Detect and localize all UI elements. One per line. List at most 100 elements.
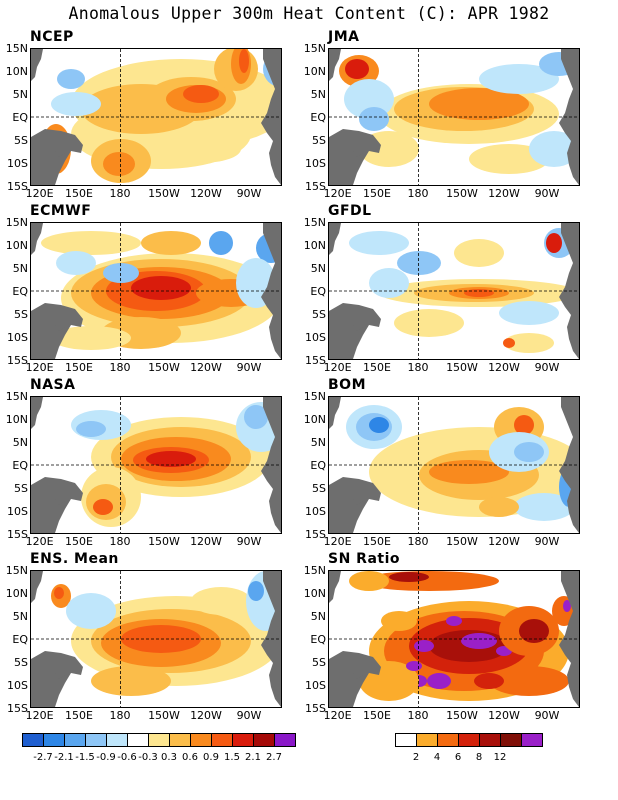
sn-region — [489, 666, 569, 696]
colorbar-label: 0.3 — [161, 752, 177, 763]
sn-region — [563, 600, 571, 612]
latitude-tick-label: 10S — [305, 679, 326, 692]
longitude-tick-label: 120E — [323, 187, 352, 200]
land-island — [53, 145, 65, 157]
latitude-tick-label: 10S — [305, 331, 326, 344]
heat-content-map — [328, 570, 580, 708]
longitude-tick-label: 150W — [446, 361, 478, 374]
longitude-axis: 120E 150E 180 150W 120W 90W — [324, 187, 580, 201]
latitude-tick-label: 5N — [12, 88, 28, 101]
colorbar-swatch — [44, 734, 65, 746]
longitude-tick-label: 120W — [190, 361, 222, 374]
longitude-tick-label: 180 — [407, 361, 429, 374]
heat-content-map — [328, 222, 580, 360]
longitude-tick-label: 180 — [407, 709, 429, 722]
latitude-tick-label: EQ — [310, 633, 326, 646]
sn-region — [446, 616, 462, 626]
latitude-tick-label: 5N — [12, 262, 28, 275]
longitude-tick-label: 120E — [25, 535, 54, 548]
land-asia — [31, 397, 43, 429]
anomaly-region — [394, 309, 464, 337]
latitude-tick-label: 15N — [5, 564, 28, 577]
anomaly-region — [131, 276, 191, 300]
anomaly-region — [51, 92, 101, 116]
latitude-tick-label: 5N — [12, 610, 28, 623]
latitude-tick-label: 10N — [5, 239, 28, 252]
colorbar-swatch — [65, 734, 86, 746]
latitude-tick-label: 5S — [312, 482, 326, 495]
land-asia — [31, 223, 43, 255]
latitude-tick-label: 10S — [7, 679, 28, 692]
anomaly-region — [57, 69, 85, 89]
land-island — [351, 493, 363, 505]
latitude-tick-label: 15N — [5, 216, 28, 229]
sn-region — [461, 633, 497, 649]
latitude-tick-label: 10N — [303, 413, 326, 426]
longitude-tick-label: 150E — [65, 361, 93, 374]
longitude-tick-label: 120W — [190, 187, 222, 200]
latitude-tick-label: 10S — [7, 505, 28, 518]
longitude-tick-label: 120W — [488, 709, 520, 722]
land-asia — [31, 49, 43, 81]
land-asia — [31, 571, 43, 603]
colorbar-swatch — [107, 734, 128, 746]
colorbar-swatch — [86, 734, 107, 746]
latitude-tick-label: 5N — [310, 88, 326, 101]
anomaly-region — [248, 581, 264, 601]
colorbar-swatch — [396, 734, 417, 746]
anomaly-region — [514, 415, 534, 435]
colorbar-label: -2.1 — [54, 752, 74, 763]
colorbar-swatch — [254, 734, 275, 746]
heat-content-map — [30, 48, 282, 186]
sn-region — [427, 673, 451, 689]
anomaly-region — [54, 587, 64, 599]
longitude-tick-label: 90W — [236, 535, 262, 548]
longitude-tick-label: 180 — [109, 187, 131, 200]
colorbar-label: 2.1 — [245, 752, 261, 763]
colorbar-label: 1.5 — [224, 752, 240, 763]
colorbar-label: -0.3 — [138, 752, 158, 763]
latitude-tick-label: 5N — [310, 436, 326, 449]
latitude-tick-label: 5S — [14, 656, 28, 669]
latitude-tick-label: 5N — [310, 610, 326, 623]
longitude-tick-label: 150W — [148, 361, 180, 374]
anomaly-region — [369, 417, 389, 433]
anomaly-region — [191, 587, 251, 615]
longitude-tick-label: 90W — [534, 361, 560, 374]
anomaly-region — [146, 451, 196, 467]
anomaly-region — [209, 231, 233, 255]
anomaly-region — [66, 593, 116, 629]
latitude-tick-label: 10N — [303, 65, 326, 78]
colorbar-swatch — [170, 734, 191, 746]
longitude-tick-label: 150W — [148, 535, 180, 548]
latitude-axis: 15N 10N 5N EQ 5S 10S 15S — [0, 217, 28, 366]
land-maritime-continent — [31, 477, 83, 533]
land-maritime-continent — [31, 651, 83, 707]
longitude-tick-label: 90W — [534, 187, 560, 200]
longitude-tick-label: 120W — [488, 187, 520, 200]
anomaly-region — [429, 460, 509, 484]
land-asia — [329, 49, 341, 81]
latitude-axis: 15N 10N 5N EQ 5S 10S 15S — [0, 565, 28, 714]
latitude-tick-label: 15S — [7, 180, 28, 193]
anomaly-region — [369, 268, 409, 298]
anomaly-region — [397, 251, 441, 275]
latitude-tick-label: 5S — [14, 134, 28, 147]
latitude-tick-label: 15N — [303, 390, 326, 403]
longitude-tick-label: 180 — [407, 535, 429, 548]
anomaly-region — [514, 493, 574, 521]
land-island — [351, 667, 363, 679]
anomaly-region — [469, 144, 549, 174]
heat-content-map — [30, 570, 282, 708]
panel-jma: JMA 15N 10N 5N EQ 5S 10S 15S 120E 150E 180 150W 120W… — [304, 29, 610, 213]
latitude-axis: 15N 10N 5N EQ 5S 10S 15S — [298, 43, 326, 192]
latitude-tick-label: EQ — [310, 285, 326, 298]
latitude-tick-label: EQ — [12, 633, 28, 646]
page-title: Anomalous Upper 300m Heat Content (C): A… — [68, 4, 550, 23]
colorbar-label: 0.9 — [203, 752, 219, 763]
panel-title: SN Ratio — [328, 551, 401, 567]
heat-content-map — [30, 396, 282, 534]
longitude-tick-label: 150W — [148, 709, 180, 722]
latitude-tick-label: 15N — [5, 42, 28, 55]
panel-gfdl: GFDL 15N 10N 5N EQ 5S 10S 15S 120E 150E 180 150W 120… — [304, 203, 610, 387]
